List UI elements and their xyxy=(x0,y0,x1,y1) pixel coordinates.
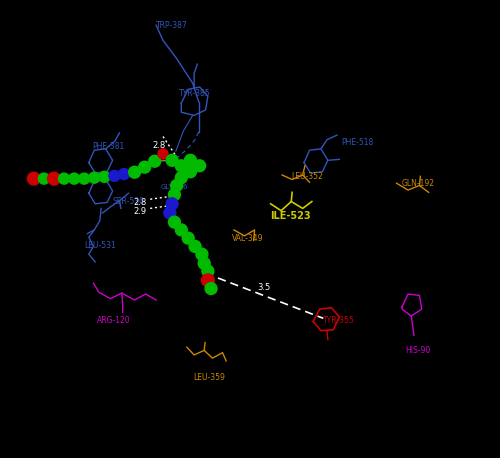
Circle shape xyxy=(68,173,80,184)
Text: PHE-381: PHE-381 xyxy=(92,142,124,151)
Circle shape xyxy=(205,283,217,294)
Circle shape xyxy=(149,155,160,167)
Text: HIS-90: HIS-90 xyxy=(406,346,431,355)
Circle shape xyxy=(158,149,168,159)
Text: 3.5: 3.5 xyxy=(257,283,270,292)
Text: ARG-120: ARG-120 xyxy=(96,316,130,325)
Circle shape xyxy=(166,154,178,166)
Text: 2.8: 2.8 xyxy=(152,141,166,150)
Circle shape xyxy=(164,207,176,219)
Circle shape xyxy=(182,232,194,244)
Circle shape xyxy=(196,248,208,260)
Circle shape xyxy=(202,274,214,287)
Circle shape xyxy=(166,198,178,210)
Text: LEU-531: LEU-531 xyxy=(84,240,116,250)
Text: LEU-352: LEU-352 xyxy=(291,172,323,181)
Circle shape xyxy=(168,216,180,228)
Circle shape xyxy=(176,172,188,184)
Text: VAL-349: VAL-349 xyxy=(232,234,263,243)
Circle shape xyxy=(184,166,196,178)
Text: TYR-385: TYR-385 xyxy=(179,89,210,98)
Circle shape xyxy=(89,172,100,183)
Circle shape xyxy=(198,257,210,269)
Circle shape xyxy=(38,173,50,184)
Circle shape xyxy=(168,189,180,201)
Circle shape xyxy=(78,173,90,184)
Text: SER-530: SER-530 xyxy=(112,197,144,206)
Circle shape xyxy=(109,170,120,181)
Text: 2.8: 2.8 xyxy=(134,198,146,207)
Text: TYR-355: TYR-355 xyxy=(324,316,355,325)
Text: GLN-192: GLN-192 xyxy=(401,179,434,188)
Text: TRP-387: TRP-387 xyxy=(156,21,188,30)
Circle shape xyxy=(189,240,201,252)
Circle shape xyxy=(28,172,40,185)
Circle shape xyxy=(128,166,140,178)
Text: PHE-518: PHE-518 xyxy=(342,137,374,147)
Circle shape xyxy=(176,160,188,172)
Circle shape xyxy=(202,265,214,277)
Circle shape xyxy=(118,169,130,180)
Text: ILE-523: ILE-523 xyxy=(270,211,311,221)
Circle shape xyxy=(58,173,70,184)
Circle shape xyxy=(184,154,196,166)
Text: LEU-359: LEU-359 xyxy=(193,373,224,382)
Circle shape xyxy=(171,180,182,191)
Text: 2.9: 2.9 xyxy=(134,207,146,216)
Text: GLY-526: GLY-526 xyxy=(160,184,188,190)
Circle shape xyxy=(138,161,150,173)
Circle shape xyxy=(176,224,188,236)
Circle shape xyxy=(194,160,205,172)
Circle shape xyxy=(99,171,110,182)
Circle shape xyxy=(48,172,60,185)
